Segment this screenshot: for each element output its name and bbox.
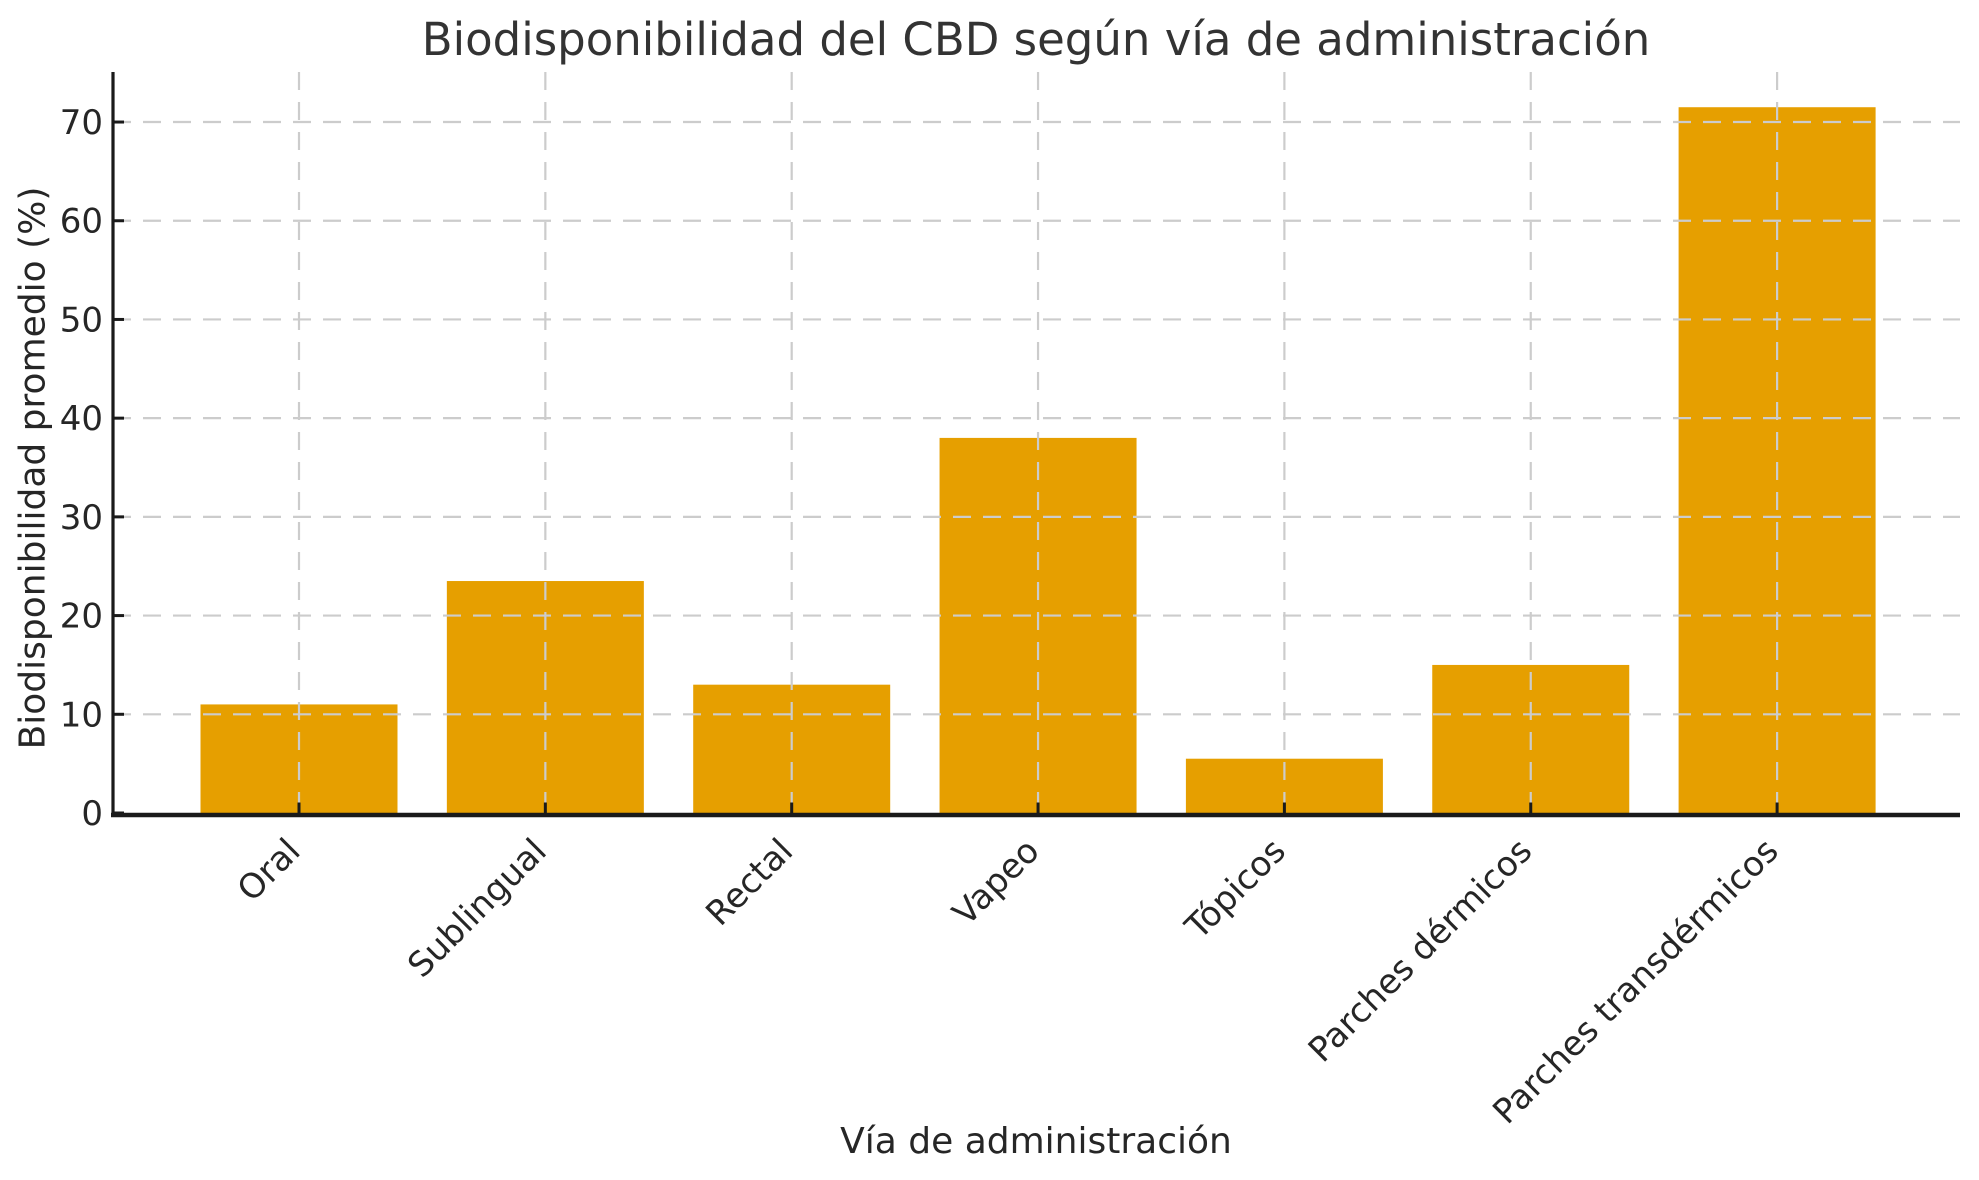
y-tick-label-50: 50 <box>60 300 103 340</box>
y-tick-label-70: 70 <box>60 103 103 143</box>
y-tick-label-10: 10 <box>60 695 103 735</box>
x-tick-label-vapeo: Vapeo <box>945 831 1047 933</box>
x-tick-label-sublingual: Sublingual <box>400 831 555 986</box>
x-tick-label-parches-transdermicos: Parches transdérmicos <box>1485 831 1786 1132</box>
x-axis-title: Vía de administración <box>840 1121 1232 1162</box>
chart-title: Biodisponibilidad del CBD según vía de a… <box>421 13 1651 66</box>
x-tick-label-rectal: Rectal <box>698 831 801 934</box>
y-tick-label-30: 30 <box>60 498 103 538</box>
x-tick-label-oral: Oral <box>230 831 309 910</box>
y-tick-label-60: 60 <box>60 202 103 242</box>
y-tick-label-40: 40 <box>60 399 103 439</box>
y-axis-title: Biodisponibilidad promedio (%) <box>12 186 54 750</box>
y-tick-label-20: 20 <box>60 597 103 637</box>
y-tick-label-0: 0 <box>81 794 103 834</box>
x-tick-label-topicos: Tópicos <box>1177 831 1294 948</box>
x-tick-label-parches-dermicos: Parches dérmicos <box>1301 831 1540 1070</box>
